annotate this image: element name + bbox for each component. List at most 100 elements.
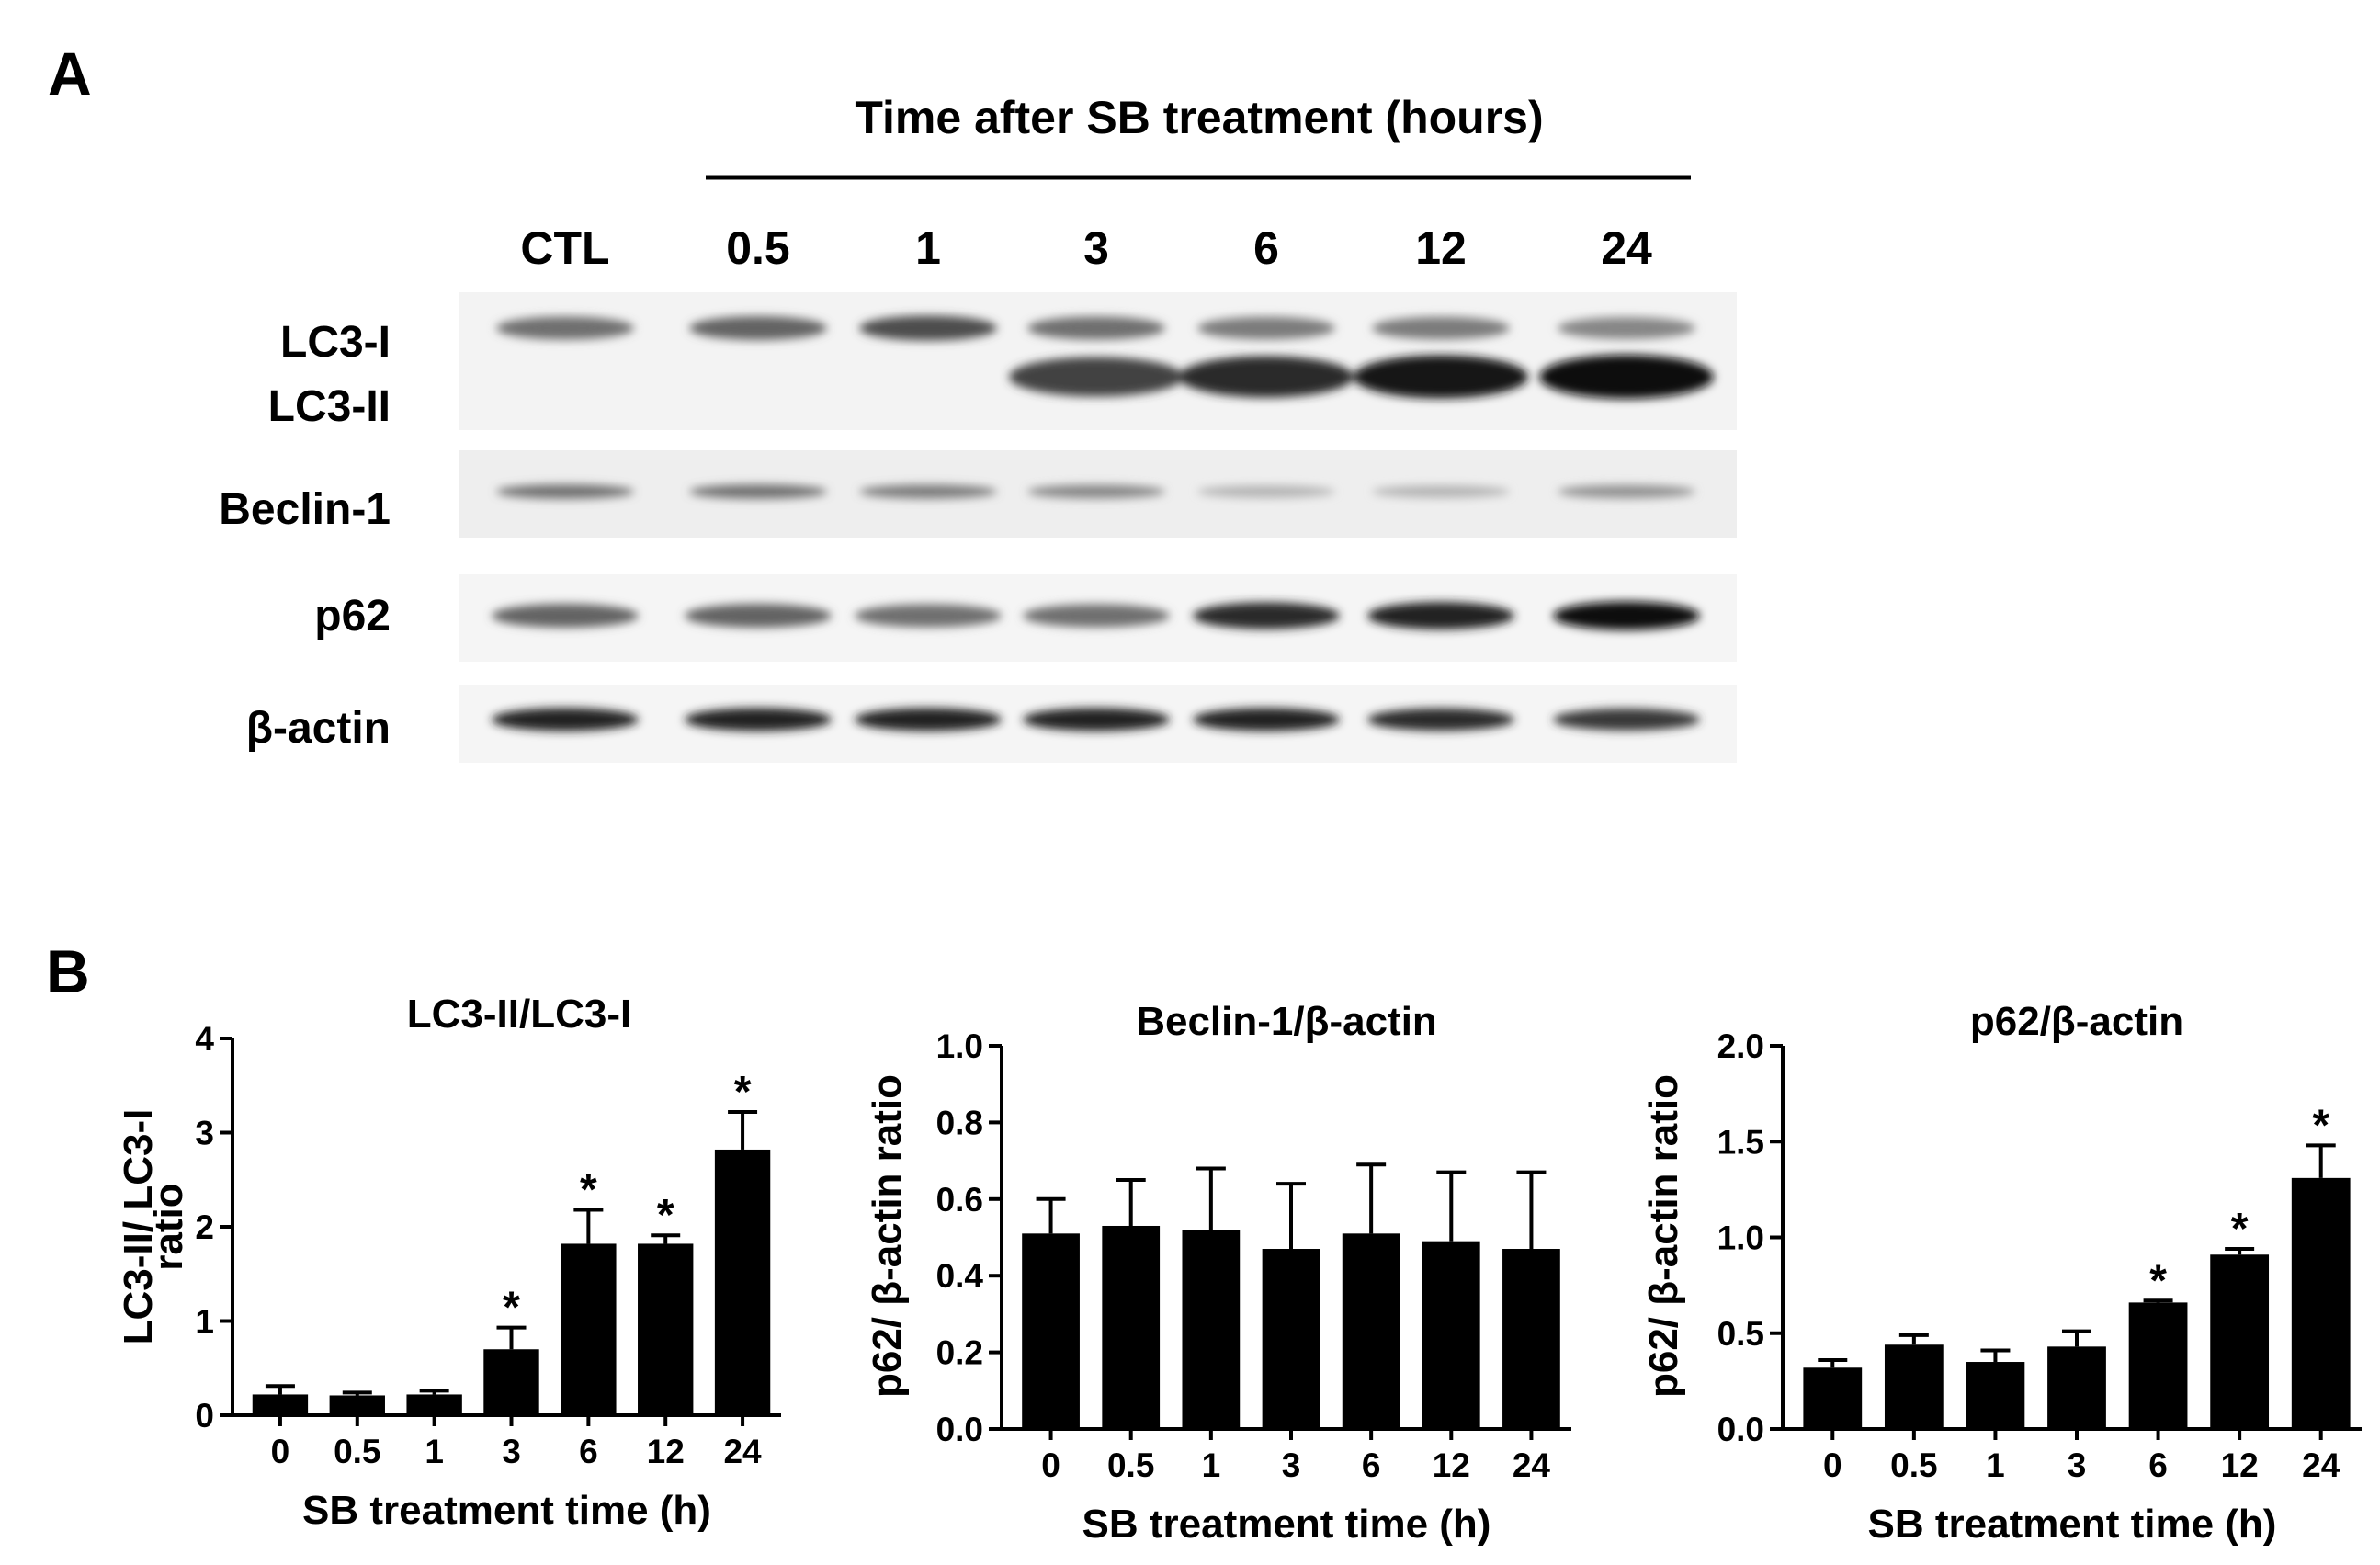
bar (2210, 1254, 2270, 1429)
band-beclin (1558, 484, 1695, 499)
band-actin (1553, 708, 1700, 731)
y-tick-label: 0.4 (936, 1257, 984, 1295)
lane-label: 12 (1415, 222, 1467, 274)
x-tick-label: 6 (579, 1433, 598, 1470)
band-lc3-ii (1539, 355, 1714, 399)
y-axis-label: p62/ β-actin ratio (865, 1074, 910, 1398)
bar (1422, 1241, 1480, 1429)
y-tick-label: 0.0 (1717, 1411, 1764, 1448)
lane-label: 3 (1083, 222, 1109, 274)
significance-star: * (503, 1284, 520, 1333)
bar (1884, 1344, 1944, 1429)
bar (714, 1149, 771, 1415)
x-tick-label: 6 (1362, 1446, 1381, 1484)
x-tick-label: 3 (2068, 1446, 2087, 1484)
blot-time-header: Time after SB treatment (hours) (855, 92, 1543, 143)
label-lc3-i: LC3-I (280, 318, 391, 367)
x-axis-label: SB treatment time (h) (1868, 1502, 2277, 1547)
y-tick-label: 4 (195, 1020, 214, 1058)
bar (1102, 1225, 1161, 1429)
panel-a-letter: A (48, 40, 92, 108)
x-tick-label: 12 (1433, 1446, 1470, 1484)
y-tick-label: 3 (195, 1115, 214, 1152)
chart-title: Beclin-1/β-actin (1136, 999, 1437, 1044)
x-tick-label: 1 (425, 1433, 444, 1470)
band-lc3-i (859, 315, 997, 341)
band-beclin (1197, 485, 1335, 498)
x-tick-label: 1 (1986, 1446, 2005, 1484)
x-tick-label: 0.5 (334, 1433, 380, 1470)
band-beclin (859, 484, 997, 499)
band-p62 (1193, 602, 1340, 629)
chart-title: LC3-II/LC3-I (407, 992, 631, 1037)
x-axis-label: SB treatment time (h) (1082, 1502, 1491, 1547)
bar (1022, 1233, 1080, 1429)
blot-bands (492, 315, 1714, 731)
bar (406, 1394, 462, 1415)
y-axis-label: LC3-II/ LC3-I (116, 1109, 161, 1345)
band-actin (685, 708, 832, 731)
label-beclin-1: Beclin-1 (219, 485, 391, 534)
lane-labels: CTL 0.5 1 3 6 12 24 (520, 222, 1652, 274)
x-tick-label: 3 (1282, 1446, 1301, 1484)
bar-chart-2: Beclin-1/β-actin 0.0 0.2 0.4 0.6 0.8 1.0 p62/ β… (865, 999, 1571, 1547)
x-tick-label: 3 (502, 1433, 521, 1470)
lane-label: 1 (915, 222, 941, 274)
bar-chart-3: p62/β-actin 0.0 0.5 1.0 1.5 2.0 p62/ β-actin r… (1641, 999, 2362, 1547)
significance-star: * (734, 1068, 752, 1117)
bar (1502, 1249, 1560, 1429)
significance-star: * (2149, 1256, 2167, 1305)
significance-star: * (2231, 1205, 2249, 1253)
band-lc3-i (1558, 316, 1695, 340)
x-tick-label: 24 (723, 1433, 762, 1470)
significance-star: * (657, 1191, 674, 1240)
y-tick-label: 1.0 (1717, 1219, 1764, 1257)
x-tick-label: 12 (647, 1433, 685, 1470)
band-p62 (1367, 602, 1514, 629)
band-lc3-ii (1179, 356, 1354, 398)
x-axis-label: SB treatment time (h) (302, 1488, 711, 1533)
chart-title: p62/β-actin (1970, 999, 2183, 1044)
bar (2291, 1177, 2351, 1429)
band-beclin (1372, 485, 1510, 498)
bar (561, 1243, 617, 1415)
band-p62 (492, 604, 639, 628)
label-beta-actin: β-actin (246, 704, 391, 753)
significance-star: * (580, 1166, 597, 1215)
panel-a-western-blot: A Time after SB treatment (hours) CTL 0.5… (48, 40, 1737, 763)
y-tick-label: 0.6 (936, 1181, 983, 1219)
bar (1342, 1233, 1400, 1429)
x-tick-label: 0 (1041, 1446, 1060, 1484)
bar (2047, 1346, 2106, 1429)
band-lc3-i (1372, 316, 1510, 340)
lane-label: 24 (1601, 222, 1652, 274)
band-beclin (1027, 484, 1165, 499)
band-p62 (1023, 604, 1170, 628)
lane-label: CTL (520, 222, 609, 274)
bar (1803, 1367, 1863, 1429)
x-tick-label: 0 (1823, 1446, 1842, 1484)
y-tick-label: 0.0 (936, 1411, 983, 1448)
label-lc3-ii: LC3-II (268, 382, 391, 431)
x-tick-label: 1 (1202, 1446, 1221, 1484)
label-p62: p62 (314, 592, 391, 641)
bar (638, 1243, 694, 1415)
x-tick-label: 0.5 (1890, 1446, 1937, 1484)
band-p62 (1553, 601, 1700, 630)
band-beclin (496, 484, 634, 499)
x-tick-label: 24 (2302, 1446, 2340, 1484)
band-lc3-i (1197, 316, 1335, 340)
band-actin (855, 708, 1002, 731)
band-lc3-ii (1354, 355, 1528, 399)
bar (252, 1394, 309, 1415)
bar (483, 1349, 539, 1415)
x-tick-label: 6 (2148, 1446, 2168, 1484)
y-tick-label: 1.5 (1717, 1123, 1764, 1161)
band-actin (492, 708, 639, 731)
band-actin (1367, 708, 1514, 731)
bar (1182, 1230, 1241, 1429)
band-p62 (855, 604, 1002, 628)
bar (329, 1395, 385, 1415)
